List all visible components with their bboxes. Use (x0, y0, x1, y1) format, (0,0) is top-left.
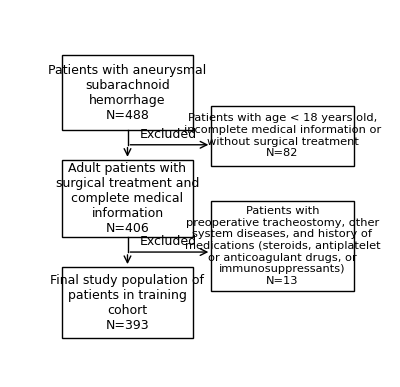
Text: Excluded: Excluded (140, 235, 197, 248)
FancyBboxPatch shape (211, 201, 354, 291)
FancyBboxPatch shape (62, 160, 193, 237)
Text: Patients with age < 18 years old,
incomplete medical information or
without surg: Patients with age < 18 years old, incomp… (184, 113, 381, 158)
Text: Excluded: Excluded (140, 128, 197, 141)
FancyBboxPatch shape (211, 106, 354, 166)
Text: Patients with
preoperative tracheostomy, other
system diseases, and history of
m: Patients with preoperative tracheostomy,… (185, 206, 380, 286)
Text: Patients with aneurysmal
subarachnoid
hemorrhage
N=488: Patients with aneurysmal subarachnoid he… (48, 63, 207, 122)
FancyBboxPatch shape (62, 267, 193, 339)
Text: Adult patients with
surgical treatment and
complete medical
information
N=406: Adult patients with surgical treatment a… (56, 162, 199, 235)
FancyBboxPatch shape (62, 55, 193, 130)
Text: Final study population of
patients in training
cohort
N=393: Final study population of patients in tr… (50, 274, 204, 332)
